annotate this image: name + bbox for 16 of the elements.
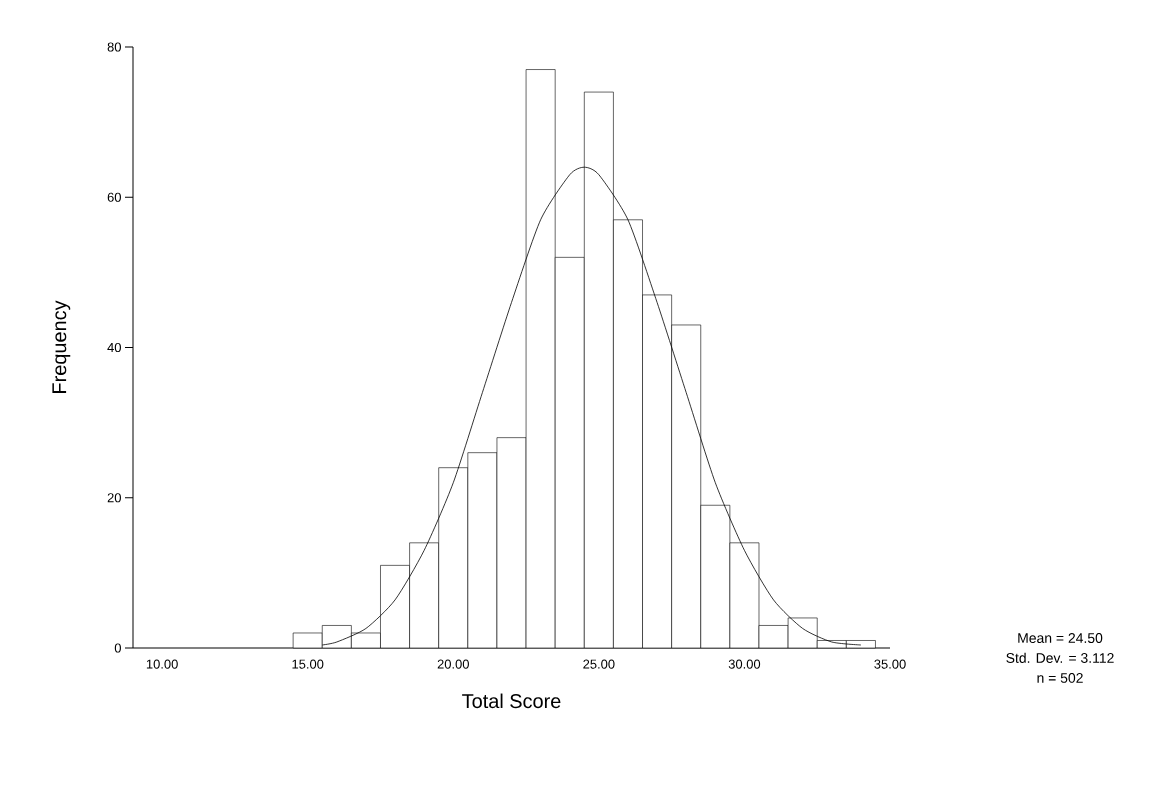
y-tick-label: 0 xyxy=(114,643,121,653)
text: Mean = 24.50 xyxy=(1018,633,1103,644)
x-tick-label: 15.00 xyxy=(292,659,324,669)
text: Std. Dev. = 3.112 xyxy=(1006,652,1114,663)
x-tick-label: 10.00 xyxy=(146,659,178,669)
x-tick-label: 20.00 xyxy=(437,659,469,669)
y-tick-label: 40 xyxy=(107,342,121,353)
y-tick-label: 60 xyxy=(107,192,121,202)
y-tick-label: 20 xyxy=(107,493,121,503)
x-tick-label: 25.00 xyxy=(583,659,615,669)
x-tick-label: 30.00 xyxy=(728,659,761,669)
y-axis-title: Frequency xyxy=(52,300,71,393)
text: n = 502 xyxy=(1037,672,1083,683)
x-axis-title: Total Score xyxy=(462,693,561,709)
y-tick-label: 80 xyxy=(107,42,121,52)
x-tick-label: 35.00 xyxy=(874,659,906,669)
